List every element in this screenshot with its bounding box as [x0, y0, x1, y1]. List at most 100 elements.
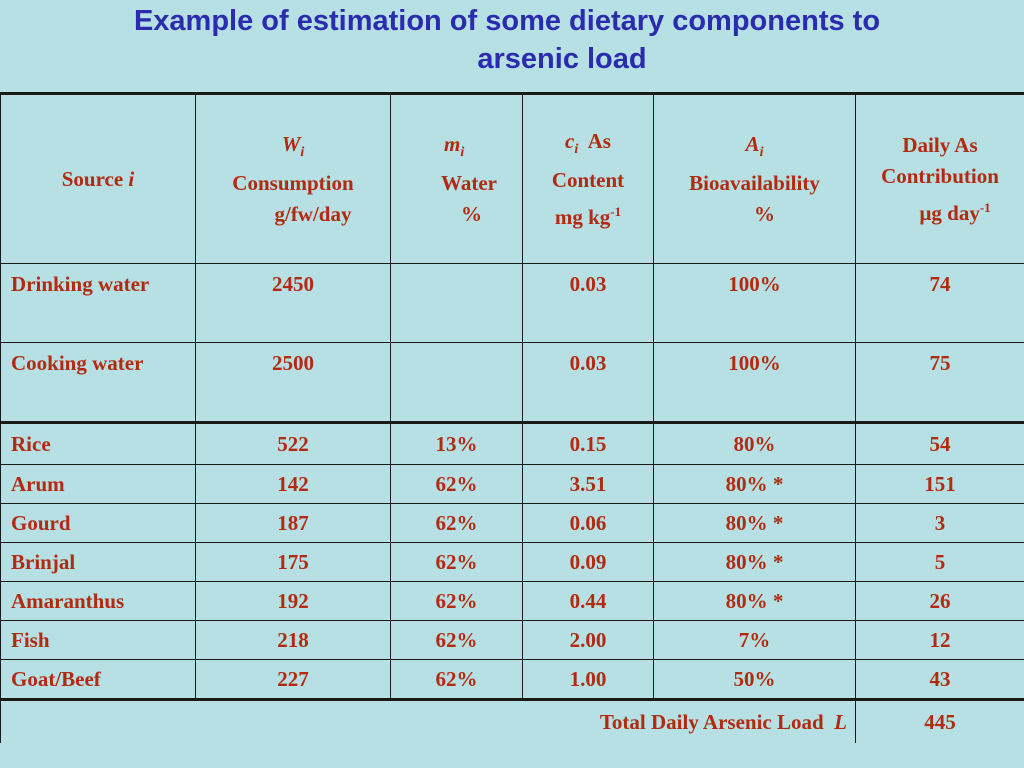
header-d-sup: -1 [979, 199, 991, 215]
header-row: Source i Wi Consumption g/fw/day mi Wate… [0, 92, 1024, 264]
cell-bioavailability: 7% [653, 620, 856, 660]
cell-bioavailability: 80% [653, 421, 856, 465]
header-d-line3: µg day [919, 200, 980, 225]
cell-consumption: 142 [195, 464, 391, 504]
header-a-line3: % [754, 201, 775, 226]
header-w-line3: g/fw/day [274, 201, 352, 226]
cell-water: 62% [390, 659, 523, 700]
header-a-line2: Bioavailability [689, 170, 820, 195]
cell-daily: 5 [855, 542, 1024, 582]
cell-bioavailability: 80% * [653, 542, 856, 582]
cell-source: Fish [0, 620, 196, 660]
total-label: Total Daily Arsenic Load [599, 709, 824, 734]
total-var: L [834, 709, 847, 734]
header-c-line3: mg kg [554, 204, 611, 229]
cell-consumption: 175 [195, 542, 391, 582]
header-source-label: Source [61, 166, 124, 191]
header-m-sub: i [460, 144, 465, 160]
cell-source: Goat/Beef [0, 659, 196, 700]
cell-content: 2.00 [522, 620, 654, 660]
cell-source: Arum [0, 464, 196, 504]
table-row: Amaranthus 192 62% 0.44 80% * 26 [0, 581, 1024, 621]
cell-consumption: 227 [195, 659, 391, 700]
title-line-2: arsenic load [477, 43, 647, 75]
header-content: ci As Content mg kg-1 [522, 92, 654, 264]
header-source: Source i [0, 92, 196, 264]
header-m-line3: % [461, 201, 482, 226]
cell-consumption: 192 [195, 581, 391, 621]
cell-source: Cooking water [0, 342, 196, 423]
header-a-sub: i [759, 144, 764, 160]
cell-source: Amaranthus [0, 581, 196, 621]
table-row: Rice 522 13% 0.15 80% 54 [0, 421, 1024, 465]
cell-water: 62% [390, 503, 523, 543]
cell-source: Drinking water [0, 263, 196, 343]
cell-water [390, 263, 523, 343]
cell-content: 0.15 [522, 421, 654, 465]
table-row: Drinking water 2450 0.03 100% 74 [0, 263, 1024, 343]
cell-daily: 151 [855, 464, 1024, 504]
header-daily: Daily As Contribution µg day-1 [855, 92, 1024, 264]
title-line-1: Example of estimation of some dietary co… [133, 5, 881, 37]
cell-content: 3.51 [522, 464, 654, 504]
header-c-var: c [565, 128, 575, 153]
table-row: Brinjal 175 62% 0.09 80% * 5 [0, 542, 1024, 582]
cell-consumption: 2450 [195, 263, 391, 343]
header-source-var: i [128, 166, 135, 191]
header-consumption: Wi Consumption g/fw/day [195, 92, 391, 264]
cell-content: 0.03 [522, 263, 654, 343]
cell-content: 0.09 [522, 542, 654, 582]
total-label-cell: Total Daily Arsenic Load L [0, 698, 856, 743]
table-row: Arum 142 62% 3.51 80% * 151 [0, 464, 1024, 504]
cell-water: 13% [390, 421, 523, 465]
cell-water: 62% [390, 581, 523, 621]
header-m-var: m [444, 131, 461, 156]
header-c-sup: -1 [610, 203, 622, 219]
cell-content: 0.44 [522, 581, 654, 621]
cell-daily: 54 [855, 421, 1024, 465]
table-row: Fish 218 62% 2.00 7% 12 [0, 620, 1024, 660]
header-w-sub: i [300, 144, 305, 160]
header-c-line2: Content [551, 167, 625, 192]
cell-water: 62% [390, 464, 523, 504]
header-water: mi Water % [390, 92, 523, 264]
cell-content: 1.00 [522, 659, 654, 700]
cell-source: Gourd [0, 503, 196, 543]
cell-daily: 26 [855, 581, 1024, 621]
cell-daily: 3 [855, 503, 1024, 543]
header-w-line2: Consumption [232, 170, 354, 195]
header-d-line1: Daily As [902, 132, 978, 157]
table-row: Gourd 187 62% 0.06 80% * 3 [0, 503, 1024, 543]
cell-daily: 75 [855, 342, 1024, 423]
cell-content: 0.06 [522, 503, 654, 543]
header-a-var: A [745, 131, 760, 156]
cell-water [390, 342, 523, 423]
cell-bioavailability: 100% [653, 342, 856, 423]
cell-source: Brinjal [0, 542, 196, 582]
cell-water: 62% [390, 620, 523, 660]
cell-bioavailability: 80% * [653, 503, 856, 543]
slide-title: Example of estimation of some dietary co… [0, 2, 1024, 78]
cell-source: Rice [0, 421, 196, 465]
cell-content: 0.03 [522, 342, 654, 423]
cell-bioavailability: 80% * [653, 581, 856, 621]
header-c-sub: i [574, 141, 579, 157]
cell-bioavailability: 80% * [653, 464, 856, 504]
cell-bioavailability: 50% [653, 659, 856, 700]
cell-consumption: 218 [195, 620, 391, 660]
cell-consumption: 187 [195, 503, 391, 543]
table-row: Cooking water 2500 0.03 100% 75 [0, 342, 1024, 423]
cell-consumption: 522 [195, 421, 391, 465]
header-bioavailability: Ai Bioavailability % [653, 92, 856, 264]
header-c-after: As [587, 128, 611, 153]
cell-daily: 43 [855, 659, 1024, 700]
arsenic-table: Source i Wi Consumption g/fw/day mi Wate… [0, 92, 1024, 743]
header-d-line2: Contribution [881, 163, 999, 188]
header-w-var: W [281, 131, 301, 156]
cell-daily: 12 [855, 620, 1024, 660]
cell-consumption: 2500 [195, 342, 391, 423]
total-row: Total Daily Arsenic Load L 445 [0, 698, 1024, 743]
table-row: Goat/Beef 227 62% 1.00 50% 43 [0, 659, 1024, 700]
cell-daily: 74 [855, 263, 1024, 343]
header-m-line2: Water [441, 170, 497, 195]
